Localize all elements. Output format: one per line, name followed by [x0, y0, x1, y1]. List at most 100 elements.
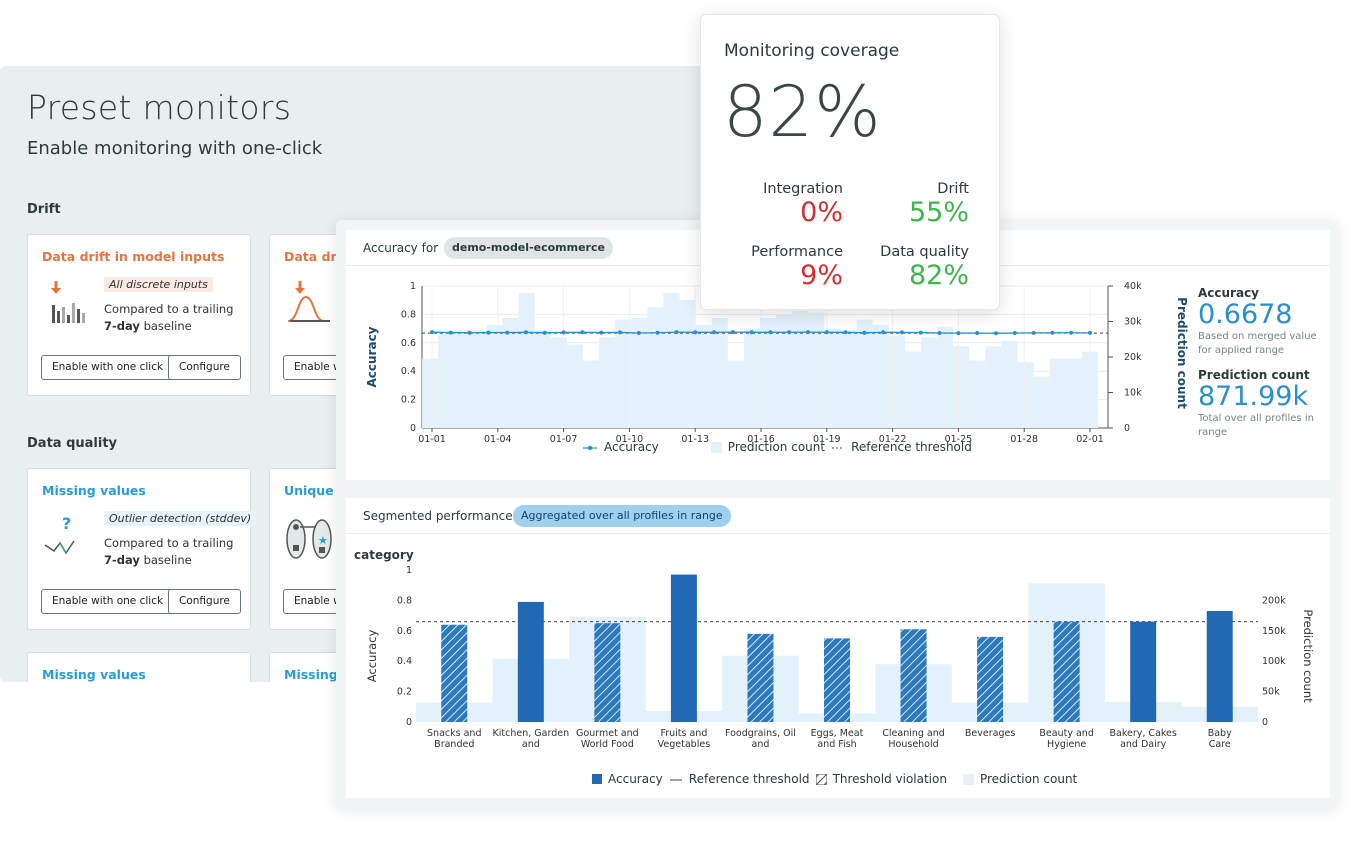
accuracy-point — [580, 330, 585, 335]
accuracy-point — [542, 330, 547, 335]
legend-threshold-marker — [669, 772, 683, 786]
page-title: Preset monitors — [27, 88, 292, 127]
prediction-count-bar — [550, 337, 567, 428]
configure-button[interactable]: Configure — [168, 355, 241, 380]
prediction-count-bar — [1033, 376, 1050, 428]
accuracy-point — [862, 330, 867, 335]
accuracy-point — [956, 331, 961, 336]
x-tick-label: 01-01 — [418, 434, 446, 445]
y-tick-label: 0.6 — [397, 626, 412, 637]
x-tick-label: 01-22 — [879, 434, 907, 445]
segmented-chart: 0 0.2 0.4 0.6 0.8 1 0 50k 100k 150k 200k Snacks and… — [365, 565, 1315, 750]
y-tick-label: 0.4 — [397, 656, 412, 667]
y-tick-label: 0.8 — [401, 309, 416, 320]
accuracy-point — [730, 330, 735, 335]
accuracy-point — [618, 330, 622, 335]
category-label: World Food — [581, 739, 634, 750]
coverage-item-value: 0% — [800, 197, 843, 228]
y2-tick-label: 0 — [1124, 423, 1130, 434]
legend-accuracy[interactable]: Accuracy — [604, 440, 659, 454]
accuracy-point — [1031, 330, 1036, 335]
accuracy-point — [843, 330, 848, 335]
prediction-count-bar — [582, 360, 600, 428]
legend-prediction-count[interactable]: Prediction count — [727, 440, 826, 454]
y-tick-label: 0.8 — [397, 595, 412, 606]
y-axis-title: Accuracy — [365, 326, 379, 387]
coverage-item-value: 55% — [908, 197, 969, 228]
monitor-card-title: Data drif — [284, 249, 347, 264]
enable-with-one-click-button[interactable]: Enable with one click — [41, 589, 175, 614]
prediction-count-bar — [518, 293, 535, 428]
monitor-card-title: Missing values — [42, 483, 146, 498]
legend-reference-threshold[interactable]: Reference threshold — [688, 772, 810, 786]
prediction-count-bar — [454, 330, 471, 428]
legend-prediction-count[interactable]: Prediction count — [979, 772, 1078, 786]
prediction-count-bar — [792, 310, 809, 428]
prediction-count-bar — [904, 351, 921, 428]
monitor-card-title: Missing v — [284, 667, 351, 682]
accuracy-point — [599, 330, 604, 335]
prediction-count-bar — [422, 358, 439, 428]
prediction-count-bar — [647, 307, 664, 428]
y2-tick-label: 150k — [1262, 626, 1286, 637]
prediction-count-bar — [679, 300, 696, 428]
y-tick-label: 0.6 — [401, 338, 416, 349]
category-label: Foodgrains, Oil — [725, 728, 796, 739]
accuracy-chart-legend: Accuracy Prediction count Reference thre… — [582, 440, 972, 454]
x-tick-label: 01-04 — [484, 434, 512, 445]
accuracy-point — [505, 330, 510, 335]
configure-button[interactable]: Configure — [168, 589, 241, 614]
coverage-integration: Integration 0% — [713, 181, 843, 229]
prediction-count-bar — [969, 360, 986, 428]
legend-accuracy-marker — [582, 440, 598, 454]
y2-axis-title: Prediction count — [1175, 297, 1189, 409]
y2-tick-label: 50k — [1262, 687, 1280, 698]
legend-reference-threshold[interactable]: Reference threshold — [851, 440, 972, 454]
legend-threshold-marker — [831, 440, 845, 454]
category-label: Vegetables — [658, 739, 711, 750]
legend-violation-swatch — [815, 772, 827, 786]
monitor-card-title: Unique v — [284, 483, 347, 498]
coverage-item-value: 82% — [908, 260, 969, 291]
enable-with-one-click-button[interactable]: Enable with one click — [41, 355, 175, 380]
monitor-card-missing-values-3: Missing v — [269, 652, 351, 682]
accuracy-point — [937, 331, 942, 336]
accuracy-point — [655, 330, 660, 335]
section-data-quality-label: Data quality — [27, 436, 118, 451]
category-label: Beverages — [965, 728, 1015, 739]
accuracy-point — [994, 331, 998, 336]
model-pill[interactable]: demo-model-ecommerce — [444, 237, 613, 259]
accuracy-stat-label: Accuracy — [1198, 286, 1260, 300]
legend-threshold-violation[interactable]: Threshold violation — [832, 772, 947, 786]
legend-count-swatch — [710, 441, 722, 453]
monitor-card-title: Data drift in model inputs — [42, 249, 225, 264]
x-tick-label: 01-07 — [550, 434, 578, 445]
accuracy-bar-violation — [594, 623, 621, 722]
accuracy-point — [524, 330, 528, 335]
svg-text:★: ★ — [318, 534, 328, 547]
category-label: Cleaning and — [882, 728, 945, 739]
prediction-count-bar — [534, 330, 551, 428]
prediction-count-bar — [695, 325, 712, 428]
aggregation-pill[interactable]: Aggregated over all profiles in range — [513, 505, 731, 527]
desc-line2: baseline — [139, 319, 192, 333]
accuracy-point — [900, 330, 904, 335]
prediction-count-bar — [920, 337, 938, 428]
coverage-item-value: 9% — [800, 260, 843, 291]
legend-accuracy[interactable]: Accuracy — [608, 772, 663, 786]
desc-bold: 7-day — [104, 319, 140, 333]
prediction-count-bar — [631, 317, 648, 428]
prediction-count-bar — [502, 317, 519, 428]
accuracy-bar-violation — [977, 636, 1004, 722]
y-tick-label: 0 — [410, 423, 416, 434]
y-tick-label: 0.4 — [401, 366, 416, 377]
prediction-count-bar — [808, 312, 825, 428]
y-axis-title: Accuracy — [365, 630, 379, 683]
accuracy-bar-violation — [1053, 621, 1080, 722]
category-label: and — [752, 739, 770, 750]
prediction-count-bar — [1049, 358, 1066, 428]
monitor-card-data-drift: Data drift in model inputs All discrete … — [27, 234, 251, 396]
accuracy-point — [674, 330, 679, 335]
monitor-card-data-drift-2: Data drif Enable w — [269, 234, 353, 396]
prediction-count-bar — [566, 344, 583, 428]
